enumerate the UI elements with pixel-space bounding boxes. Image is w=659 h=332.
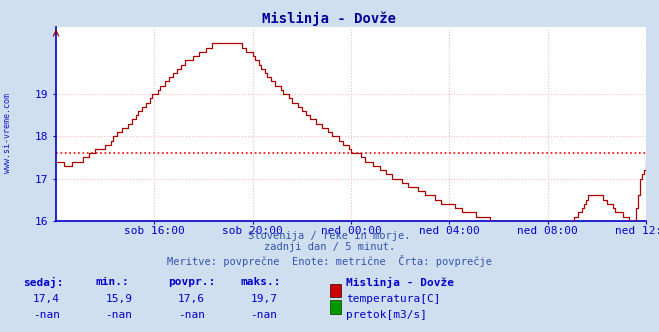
Text: 15,9: 15,9 (105, 294, 132, 304)
Text: -nan: -nan (178, 310, 205, 320)
Text: 17,4: 17,4 (33, 294, 60, 304)
Text: www.si-vreme.com: www.si-vreme.com (3, 93, 13, 173)
Text: 19,7: 19,7 (250, 294, 277, 304)
Text: zadnji dan / 5 minut.: zadnji dan / 5 minut. (264, 242, 395, 252)
Text: min.:: min.: (96, 277, 129, 287)
Text: maks.:: maks.: (241, 277, 281, 287)
Text: temperatura[C]: temperatura[C] (346, 294, 440, 304)
Text: Slovenija / reke in morje.: Slovenija / reke in morje. (248, 231, 411, 241)
Text: -nan: -nan (250, 310, 277, 320)
Text: -nan: -nan (105, 310, 132, 320)
Text: -nan: -nan (33, 310, 60, 320)
Text: 17,6: 17,6 (178, 294, 205, 304)
Text: povpr.:: povpr.: (168, 277, 215, 287)
Text: Meritve: povprečne  Enote: metrične  Črta: povprečje: Meritve: povprečne Enote: metrične Črta:… (167, 255, 492, 267)
Text: Mislinja - Dovže: Mislinja - Dovže (262, 12, 397, 26)
Text: sedaj:: sedaj: (23, 277, 63, 288)
Text: Mislinja - Dovže: Mislinja - Dovže (346, 277, 454, 288)
Text: pretok[m3/s]: pretok[m3/s] (346, 310, 427, 320)
